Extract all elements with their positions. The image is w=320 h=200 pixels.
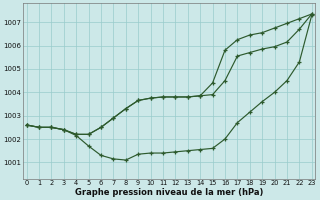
X-axis label: Graphe pression niveau de la mer (hPa): Graphe pression niveau de la mer (hPa) [75,188,263,197]
